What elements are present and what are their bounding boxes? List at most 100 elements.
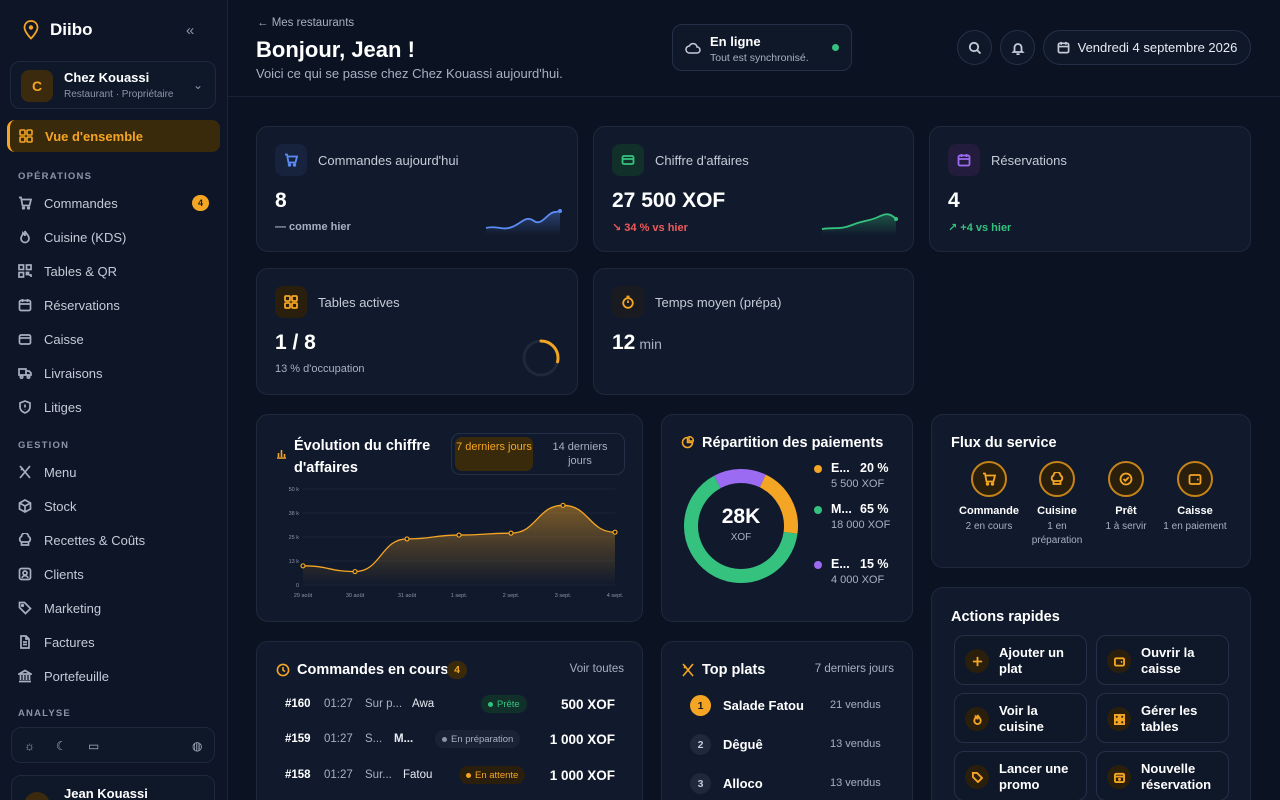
sidebar-item-recipes[interactable]: Recettes & Coûts [18, 530, 213, 550]
order-amount: 1 000 XOF [549, 732, 615, 747]
date-picker[interactable]: Vendredi 4 septembre 2026 [1043, 30, 1251, 65]
sidebar-item-stock[interactable]: Stock [18, 496, 213, 516]
kpi-reservations[interactable]: Réservations 4 ↗ +4 vs hier [929, 126, 1251, 252]
tab-7-days[interactable]: 7 derniers jours [455, 437, 533, 471]
sidebar-item-label: Portefeuille [44, 668, 110, 684]
action-label: Ouvrir la caisse [1141, 645, 1195, 676]
list-item[interactable]: 2 Dêguê 13 vendus [690, 734, 900, 756]
payments-title: Répartition des paiements [702, 435, 884, 451]
sidebar-item-tables[interactable]: Tables & QR [18, 261, 213, 281]
flow-step-kitchen[interactable]: Cuisine 1 en préparation [1022, 461, 1092, 548]
data-point[interactable] [612, 529, 618, 535]
kpi-revenue[interactable]: Chiffre d'affaires 27 500 XOF ↘ 34 % vs … [593, 126, 914, 252]
legend-dot [814, 561, 822, 569]
pin-icon [23, 20, 39, 40]
order-customer: Awa [412, 698, 435, 710]
legend-dot [814, 506, 822, 514]
flow-step-order[interactable]: Commande 2 en cours [954, 461, 1024, 534]
pie-slice[interactable] [759, 474, 798, 534]
sidebar-item-clients[interactable]: Clients [18, 564, 213, 584]
action-label: Nouvelle réservation [1141, 761, 1212, 792]
flow-step-ready[interactable]: Prêt 1 à servir [1091, 461, 1161, 534]
kpi-prep-time[interactable]: Temps moyen (prépa) 12 min [593, 268, 914, 395]
data-point[interactable] [300, 563, 306, 569]
flow-step-label: Prêt [1115, 505, 1137, 517]
bar-chart-icon [277, 450, 286, 459]
calendar-plus-icon [1107, 765, 1131, 789]
pie-slice[interactable] [714, 469, 766, 489]
collapse-sidebar-icon[interactable]: « [186, 22, 195, 39]
tag-icon [18, 601, 32, 615]
table-row[interactable]: #159 01:27 S... M... En préparation 1 00… [285, 730, 615, 753]
table-row[interactable]: #158 01:27 Sur... Fatou En attente 1 000… [285, 766, 615, 789]
brand-logo[interactable]: Diibo [22, 20, 93, 40]
sidebar-item-marketing[interactable]: Marketing [18, 598, 213, 618]
sidebar-item-invoices[interactable]: Factures [18, 632, 213, 652]
status-subtitle: Tout est synchronisé. [710, 52, 809, 64]
search-button[interactable] [957, 30, 992, 65]
flame-icon [20, 230, 30, 244]
launch-promo-button[interactable]: Lancer une promo [954, 751, 1087, 800]
flow-step-label: Caisse [1177, 505, 1213, 517]
view-all-link[interactable]: Voir toutes [569, 663, 624, 675]
list-item[interactable]: 3 Alloco 13 vendus [690, 773, 900, 795]
manage-tables-button[interactable]: Gérer les tables [1096, 693, 1229, 743]
sidebar-item-overview[interactable]: Vue d'ensemble [7, 120, 220, 152]
payments-card: Répartition des paiements 28K XOF E... 2… [661, 414, 913, 622]
x-tick-label: 3 sept. [555, 593, 572, 599]
status-dot [466, 772, 471, 778]
bell-icon [1010, 42, 1025, 55]
page-title: Bonjour, Jean ! [256, 37, 415, 62]
data-point[interactable] [404, 536, 410, 542]
sidebar-item-kitchen[interactable]: Cuisine (KDS) [18, 227, 213, 247]
add-dish-button[interactable]: Ajouter un plat [954, 635, 1087, 685]
status-badge: Prête [481, 695, 527, 713]
section-analyse: ANALYSE [18, 708, 71, 719]
user-menu[interactable]: Jean Kouassi [11, 775, 215, 800]
sidebar-item-cash[interactable]: Caisse [18, 329, 213, 349]
sun-icon[interactable]: ☼ [24, 739, 35, 753]
new-reservation-button[interactable]: Nouvelle réservation [1096, 751, 1229, 800]
data-point[interactable] [352, 568, 358, 575]
sidebar-item-wallet[interactable]: Portefeuille [18, 666, 213, 686]
kpi-label: Temps moyen (prépa) [655, 295, 782, 310]
kpi-value: 4 [948, 189, 960, 212]
rank-badge: 1 [690, 695, 711, 716]
header-divider [228, 96, 1280, 97]
revenue-chart-card: Évolution du chiffre d'affaires 7 dernie… [256, 414, 643, 622]
table-row[interactable]: #160 01:27 Sur p... Awa Prête 500 XOF [285, 695, 615, 718]
moon-icon[interactable]: ☾ [56, 739, 67, 753]
globe-icon[interactable]: ◍ [192, 739, 203, 753]
credit-card-icon [612, 144, 644, 176]
tab-14-days[interactable]: 14 derniers jours [552, 441, 608, 467]
plus-icon [965, 649, 989, 673]
sidebar-item-menu[interactable]: Menu [18, 462, 213, 482]
data-point[interactable] [508, 530, 514, 536]
view-kitchen-button[interactable]: Voir la cuisine [954, 693, 1087, 743]
data-point[interactable] [560, 502, 566, 508]
sidebar-item-orders[interactable]: Commandes 4 [18, 193, 213, 213]
flow-step-cash[interactable]: Caisse 1 en paiement [1160, 461, 1230, 534]
kpi-tables[interactable]: Tables actives 1 / 8 13 % d'occupation [256, 268, 578, 395]
monitor-icon[interactable]: ▭ [88, 739, 100, 753]
sidebar-item-reservations[interactable]: Réservations [18, 295, 213, 315]
truck-icon [18, 368, 32, 380]
rank-badge: 3 [690, 773, 711, 794]
sidebar-item-label: Marketing [44, 600, 102, 616]
cart-icon [275, 144, 307, 176]
x-tick-label: 2 sept. [503, 593, 520, 599]
data-point[interactable] [456, 532, 462, 538]
sidebar-item-label: Litiges [44, 399, 82, 415]
sidebar-item-deliveries[interactable]: Livraisons [18, 363, 213, 383]
pie-slice[interactable] [684, 475, 798, 583]
kpi-orders[interactable]: Commandes aujourd'hui 8 — comme hier [256, 126, 578, 252]
sidebar-item-disputes[interactable]: Litiges [18, 397, 213, 417]
dish-name: Salade Fatou [723, 698, 804, 713]
open-cash-button[interactable]: Ouvrir la caisse [1096, 635, 1229, 685]
kpi-trend: — comme hier [275, 221, 351, 233]
org-switcher[interactable]: C Chez Kouassi Restaurant · Propriétaire… [10, 61, 216, 109]
legend-name: E... [831, 557, 850, 571]
list-item[interactable]: 1 Salade Fatou 21 vendus [690, 695, 900, 717]
back-link[interactable]: ← Mes restaurants [257, 17, 355, 29]
notifications-button[interactable] [1000, 30, 1035, 65]
